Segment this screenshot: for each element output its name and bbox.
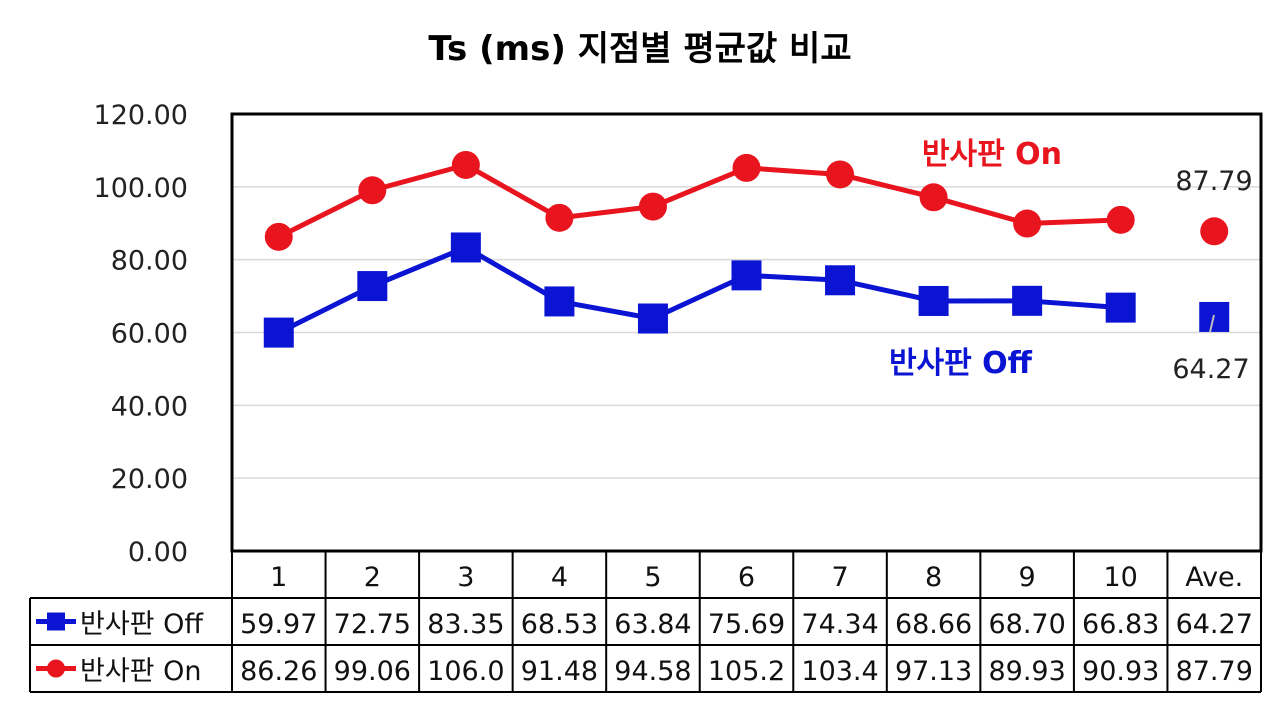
- series-label-on: 반사판 On: [922, 137, 1062, 172]
- data-point-marker: [637, 303, 668, 334]
- y-tick-label: 80.00: [111, 246, 188, 277]
- data-point-marker: [264, 222, 293, 251]
- data-point-marker: [918, 285, 949, 316]
- data-table: 1 2 3 4 5 6 7 8 9 10 Ave. 반사판 Off 59.97 72.75 83.35 68.…: [29, 551, 1262, 693]
- x-category-label: Ave.: [1185, 562, 1243, 593]
- data-table-cell: 75.69: [708, 609, 785, 640]
- avg-on-data-label: 87.79: [1175, 166, 1252, 197]
- y-axis-ticks: 0.00 20.00 40.00 60.00 80.00 100.00 120.00: [94, 100, 188, 568]
- plot-area-frame: [230, 112, 1263, 553]
- data-point-marker: [1012, 285, 1043, 316]
- data-point-marker: [638, 192, 667, 221]
- data-table-cell: 86.26: [240, 656, 317, 687]
- data-point-marker: [263, 317, 294, 348]
- y-tick-label: 120.00: [94, 100, 188, 131]
- data-table-cell: 72.75: [334, 609, 411, 640]
- data-point-marker: [1200, 217, 1229, 246]
- series-line: [277, 162, 1121, 240]
- series-label-off: 반사판 Off: [889, 346, 1033, 381]
- data-point-marker: [732, 153, 761, 182]
- data-table-cell: 87.79: [1176, 656, 1253, 687]
- data-table-cell: 97.13: [895, 656, 972, 687]
- legend-marker: [47, 612, 65, 631]
- data-table-cell: 59.97: [240, 609, 317, 640]
- data-point-marker: [545, 203, 574, 232]
- data-table-cell: 68.70: [988, 609, 1065, 640]
- x-category-label: 5: [644, 562, 661, 593]
- series-layer: [263, 150, 1230, 348]
- data-point-marker: [1013, 209, 1042, 238]
- x-category-label: 1: [270, 562, 287, 593]
- x-category-label: 3: [457, 562, 474, 593]
- data-table-cell: 64.27: [1176, 609, 1253, 640]
- data-table-cell: 103.4: [801, 656, 878, 687]
- x-category-label: 10: [1104, 562, 1138, 593]
- legend-label: 반사판 Off: [80, 609, 204, 640]
- x-category-label: 9: [1019, 562, 1036, 593]
- data-point-marker: [450, 232, 481, 263]
- legend-key-on: [36, 659, 76, 678]
- series-off: [263, 232, 1230, 348]
- x-category-label: 7: [831, 562, 848, 593]
- data-point-marker: [731, 260, 762, 291]
- data-table-cell: 68.66: [895, 609, 972, 640]
- series-on: [264, 150, 1229, 251]
- data-table-cell: 66.83: [1082, 609, 1159, 640]
- data-point-marker: [1106, 205, 1135, 234]
- series-line: [277, 244, 1121, 335]
- data-table-cell: 105.2: [708, 656, 785, 687]
- y-tick-label: 20.00: [111, 464, 188, 495]
- legend-key-off: [36, 612, 76, 631]
- data-table-cell: 99.06: [334, 656, 411, 687]
- y-tick-label: 100.00: [94, 173, 188, 204]
- data-point-marker: [357, 271, 388, 302]
- x-category-label: 8: [925, 562, 942, 593]
- data-table-cell: 90.93: [1082, 656, 1159, 687]
- data-point-marker: [358, 176, 387, 205]
- data-table-cell: 83.35: [427, 609, 504, 640]
- chart-title: Ts (ms) 지점별 평균값 비교: [428, 29, 851, 69]
- data-table-cell: 68.53: [521, 609, 598, 640]
- gridlines: [232, 186, 1261, 479]
- y-tick-label: 0.00: [128, 537, 188, 568]
- data-table-cell: 63.84: [614, 609, 691, 640]
- data-point-marker: [825, 265, 856, 296]
- data-table-cell: 91.48: [521, 656, 598, 687]
- data-table-cell: 94.58: [614, 656, 691, 687]
- legend-label: 반사판 On: [80, 656, 201, 687]
- data-point-marker: [451, 150, 480, 179]
- data-point-marker: [919, 183, 948, 212]
- data-table-cell: 89.93: [988, 656, 1065, 687]
- x-category-label: 4: [551, 562, 568, 593]
- avg-off-leader-line: [1209, 314, 1215, 333]
- avg-off-data-label: 64.27: [1172, 354, 1249, 385]
- data-point-marker: [1105, 292, 1136, 323]
- data-table-cell: 106.0: [427, 656, 504, 687]
- x-category-label: 6: [738, 562, 755, 593]
- legend-marker: [47, 659, 65, 678]
- x-category-label: 2: [364, 562, 381, 593]
- y-tick-label: 40.00: [111, 391, 188, 422]
- data-point-marker: [544, 286, 575, 317]
- data-table-cell: 74.34: [801, 609, 878, 640]
- data-point-marker: [826, 160, 855, 189]
- y-tick-label: 60.00: [111, 319, 188, 350]
